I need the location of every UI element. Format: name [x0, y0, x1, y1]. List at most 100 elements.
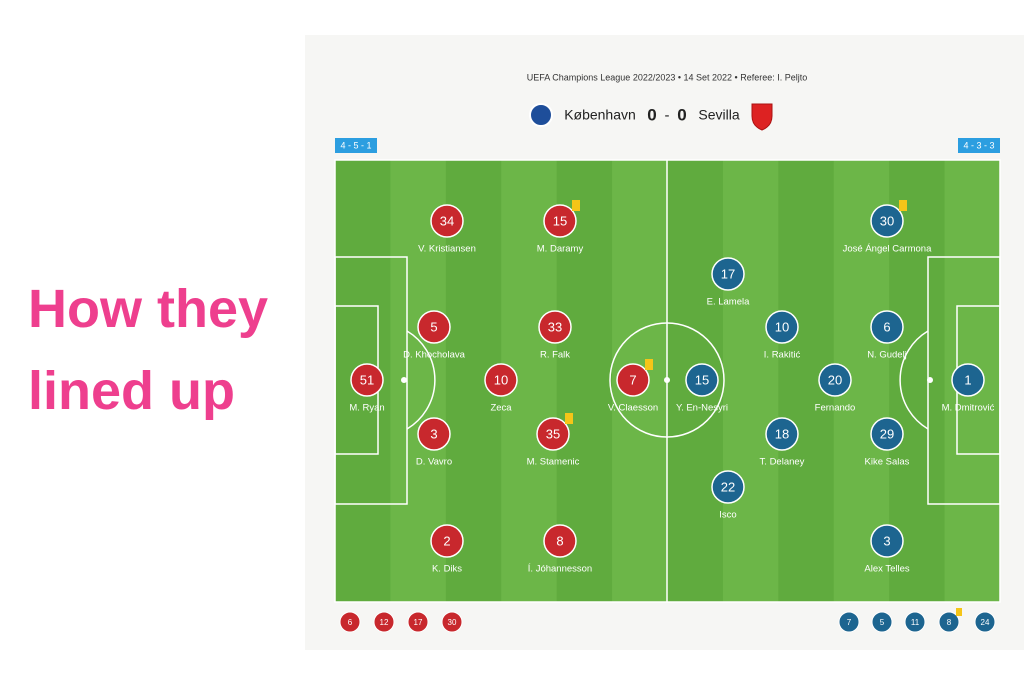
player-marker: [711, 257, 745, 291]
player-marker: [538, 310, 572, 344]
player-number: 22: [721, 479, 735, 494]
sub-number: 8: [947, 618, 952, 627]
player-marker: [870, 417, 904, 451]
player-name: Alex Telles: [864, 564, 909, 575]
player-number: 7: [629, 372, 636, 387]
away-score: 0: [677, 105, 686, 124]
player-marker: [350, 363, 384, 397]
pitch-stripe: [722, 160, 779, 602]
player-number: 29: [880, 426, 894, 441]
player-number: 8: [556, 533, 563, 548]
sub-marker: [904, 611, 926, 633]
player-name: M. Dmitrović: [942, 403, 995, 414]
player-name: D. Vavro: [416, 457, 452, 468]
player-marker: [685, 363, 719, 397]
away-team: Sevilla: [698, 107, 739, 123]
player-number: 30: [880, 213, 894, 228]
sub-marker: [871, 611, 893, 633]
sub-number: 12: [380, 618, 389, 627]
player-name: José Ángel Carmona: [843, 244, 932, 255]
player-number: 3: [430, 426, 437, 441]
player-number: 18: [775, 426, 789, 441]
player-marker: [818, 363, 852, 397]
player-name: Isco: [719, 510, 736, 521]
sub-marker: [974, 611, 996, 633]
player-name: E. Lamela: [707, 297, 750, 308]
sub-number: 11: [911, 618, 920, 627]
penalty-spot: [401, 377, 407, 383]
away-formation-box: [958, 138, 1000, 153]
player-number: 5: [430, 319, 437, 334]
player-marker: [484, 363, 518, 397]
score-separator: -: [665, 107, 670, 124]
penalty-arc: [406, 330, 436, 430]
sub-number: 17: [414, 618, 423, 627]
sub-number: 24: [981, 618, 990, 627]
player-number: 3: [883, 533, 890, 548]
player-number: 34: [440, 213, 454, 228]
player-marker: [765, 310, 799, 344]
headline: How they lined up: [28, 279, 269, 421]
player-marker: [616, 363, 650, 397]
yellow-card: [572, 200, 580, 211]
player-marker: [417, 310, 451, 344]
home-score: 0: [647, 105, 656, 124]
player-number: 10: [494, 372, 508, 387]
away-formation: 4 - 3 - 3: [963, 140, 994, 150]
player-number: 17: [721, 266, 735, 281]
penalty-spot: [927, 377, 933, 383]
player-name: Kike Salas: [865, 457, 910, 468]
sub-number: 7: [847, 618, 852, 627]
player-name: N. Gudelj: [867, 350, 907, 361]
player-name: I. Rakitić: [764, 350, 801, 361]
player-name: Y. En-Nesyri: [676, 403, 728, 414]
player-marker: [430, 204, 464, 238]
player-marker: [765, 417, 799, 451]
yellow-card: [565, 413, 573, 424]
player-number: 2: [443, 533, 450, 548]
player-marker: [543, 524, 577, 558]
player-number: 15: [553, 213, 567, 228]
player-name: M. Daramy: [537, 244, 584, 255]
sub-marker: [838, 611, 860, 633]
player-marker: [536, 417, 570, 451]
sub-marker: [938, 611, 960, 633]
player-name: T. Delaney: [760, 457, 805, 468]
center-circle: [609, 322, 725, 438]
players: 34 V. Kristiansen 15 M. Daramy 5 D. Khocholav…: [339, 200, 996, 633]
player-marker: [870, 524, 904, 558]
player-name: Í. Jóhannesson: [528, 564, 592, 575]
player-marker: [870, 204, 904, 238]
sub-marker: [441, 611, 463, 633]
home-logo: [529, 103, 553, 127]
sub-number: 5: [880, 618, 885, 627]
player-name: Fernando: [815, 403, 856, 414]
player-name: V. Kristiansen: [418, 244, 476, 255]
player-name: K. Diks: [432, 564, 462, 575]
player-marker: [951, 363, 985, 397]
player-number: 10: [775, 319, 789, 334]
away-logo: [751, 103, 773, 131]
player-number: 6: [883, 319, 890, 334]
player-number: 33: [548, 319, 562, 334]
player-number: 15: [695, 372, 709, 387]
player-marker: [417, 417, 451, 451]
match-info: UEFA Champions League 2022/2023 • 14 Set…: [527, 72, 808, 82]
sub-marker: [339, 611, 361, 633]
sub-marker: [373, 611, 395, 633]
yellow-card: [645, 359, 653, 370]
player-name: Zeca: [490, 403, 512, 414]
sub-number: 6: [348, 618, 353, 627]
player-marker: [543, 204, 577, 238]
home-team: København: [564, 107, 636, 123]
player-name: M. Ryan: [349, 403, 384, 414]
home-formation: 4 - 5 - 1: [340, 140, 371, 150]
penalty-arc: [899, 330, 929, 430]
yellow-card: [956, 608, 962, 616]
sub-marker: [407, 611, 429, 633]
player-marker: [711, 470, 745, 504]
player-name: D. Khocholava: [403, 350, 466, 361]
player-name: V. Claesson: [608, 403, 658, 414]
